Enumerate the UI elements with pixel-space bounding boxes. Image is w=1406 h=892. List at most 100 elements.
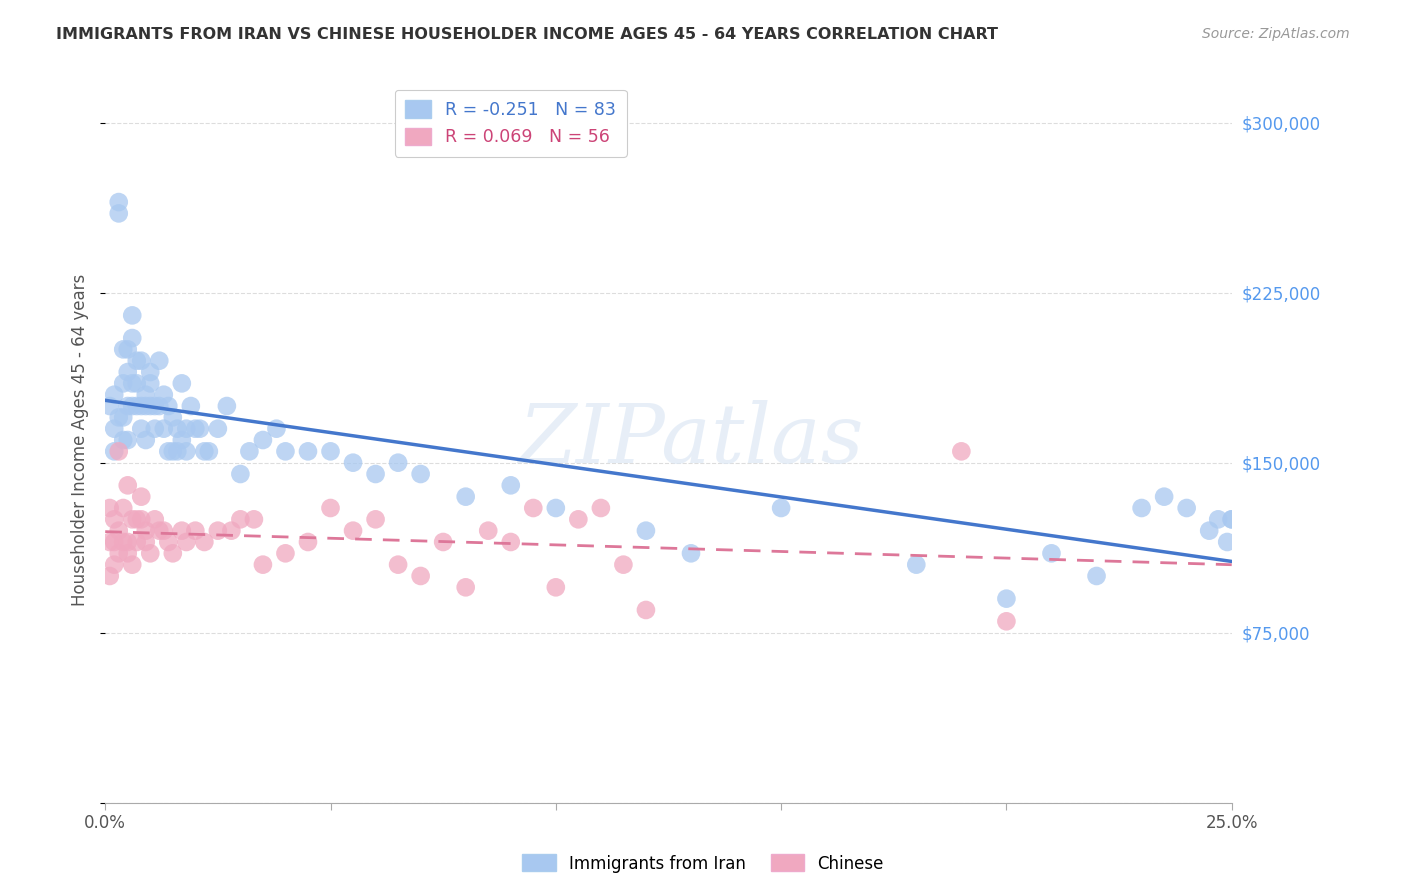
Point bbox=[112, 535, 135, 549]
Point bbox=[274, 444, 297, 458]
Point bbox=[297, 444, 319, 458]
Point bbox=[129, 399, 152, 413]
Point bbox=[1220, 512, 1243, 526]
Point bbox=[770, 501, 793, 516]
Point bbox=[274, 546, 297, 560]
Point bbox=[107, 206, 129, 220]
Point bbox=[129, 422, 152, 436]
Point bbox=[107, 444, 129, 458]
Point bbox=[162, 410, 184, 425]
Point bbox=[544, 501, 567, 516]
Point bbox=[157, 535, 180, 549]
Point bbox=[221, 524, 243, 538]
Point bbox=[297, 535, 319, 549]
Point bbox=[387, 558, 409, 572]
Text: IMMIGRANTS FROM IRAN VS CHINESE HOUSEHOLDER INCOME AGES 45 - 64 YEARS CORRELATIO: IMMIGRANTS FROM IRAN VS CHINESE HOUSEHOL… bbox=[56, 27, 998, 42]
Point bbox=[129, 353, 152, 368]
Point bbox=[121, 331, 143, 345]
Point bbox=[170, 524, 193, 538]
Point bbox=[125, 535, 148, 549]
Point bbox=[152, 387, 174, 401]
Point bbox=[193, 535, 215, 549]
Point bbox=[148, 353, 170, 368]
Point bbox=[117, 343, 139, 357]
Point bbox=[229, 467, 252, 481]
Point bbox=[266, 422, 288, 436]
Point bbox=[319, 444, 342, 458]
Point bbox=[139, 376, 162, 391]
Point bbox=[995, 615, 1018, 629]
Point bbox=[170, 376, 193, 391]
Point bbox=[148, 399, 170, 413]
Point bbox=[98, 535, 121, 549]
Point bbox=[125, 353, 148, 368]
Point bbox=[166, 444, 188, 458]
Point bbox=[112, 343, 135, 357]
Point bbox=[112, 433, 135, 447]
Point bbox=[139, 399, 162, 413]
Point bbox=[117, 365, 139, 379]
Point bbox=[499, 478, 522, 492]
Point bbox=[679, 546, 702, 560]
Point bbox=[117, 399, 139, 413]
Point bbox=[229, 512, 252, 526]
Point bbox=[143, 512, 166, 526]
Point bbox=[1040, 546, 1063, 560]
Point bbox=[112, 410, 135, 425]
Point bbox=[342, 456, 364, 470]
Point bbox=[103, 535, 125, 549]
Point bbox=[184, 524, 207, 538]
Point bbox=[1153, 490, 1175, 504]
Point bbox=[125, 512, 148, 526]
Point bbox=[589, 501, 612, 516]
Point bbox=[129, 512, 152, 526]
Point bbox=[215, 399, 238, 413]
Point bbox=[188, 422, 211, 436]
Point bbox=[207, 422, 229, 436]
Point bbox=[162, 546, 184, 560]
Point bbox=[98, 399, 121, 413]
Point bbox=[98, 501, 121, 516]
Point bbox=[117, 433, 139, 447]
Point bbox=[905, 558, 928, 572]
Point bbox=[170, 433, 193, 447]
Point bbox=[135, 535, 157, 549]
Point bbox=[950, 444, 973, 458]
Point bbox=[121, 376, 143, 391]
Point bbox=[98, 569, 121, 583]
Point bbox=[252, 433, 274, 447]
Point bbox=[107, 410, 129, 425]
Point bbox=[409, 569, 432, 583]
Point bbox=[103, 444, 125, 458]
Point bbox=[184, 422, 207, 436]
Point bbox=[612, 558, 634, 572]
Point bbox=[1220, 512, 1243, 526]
Point bbox=[198, 444, 221, 458]
Point bbox=[129, 490, 152, 504]
Point bbox=[544, 580, 567, 594]
Point bbox=[995, 591, 1018, 606]
Point bbox=[454, 580, 477, 594]
Point bbox=[567, 512, 589, 526]
Point bbox=[1216, 535, 1239, 549]
Point bbox=[107, 524, 129, 538]
Point bbox=[121, 558, 143, 572]
Point bbox=[135, 387, 157, 401]
Point bbox=[135, 524, 157, 538]
Point bbox=[112, 376, 135, 391]
Point bbox=[342, 524, 364, 538]
Point bbox=[454, 490, 477, 504]
Point bbox=[139, 365, 162, 379]
Point bbox=[103, 558, 125, 572]
Legend: Immigrants from Iran, Chinese: Immigrants from Iran, Chinese bbox=[516, 847, 890, 880]
Point bbox=[243, 512, 266, 526]
Point bbox=[522, 501, 544, 516]
Point bbox=[103, 512, 125, 526]
Point bbox=[477, 524, 499, 538]
Point bbox=[107, 546, 129, 560]
Text: Source: ZipAtlas.com: Source: ZipAtlas.com bbox=[1202, 27, 1350, 41]
Point bbox=[162, 444, 184, 458]
Point bbox=[125, 376, 148, 391]
Point bbox=[319, 501, 342, 516]
Point bbox=[387, 456, 409, 470]
